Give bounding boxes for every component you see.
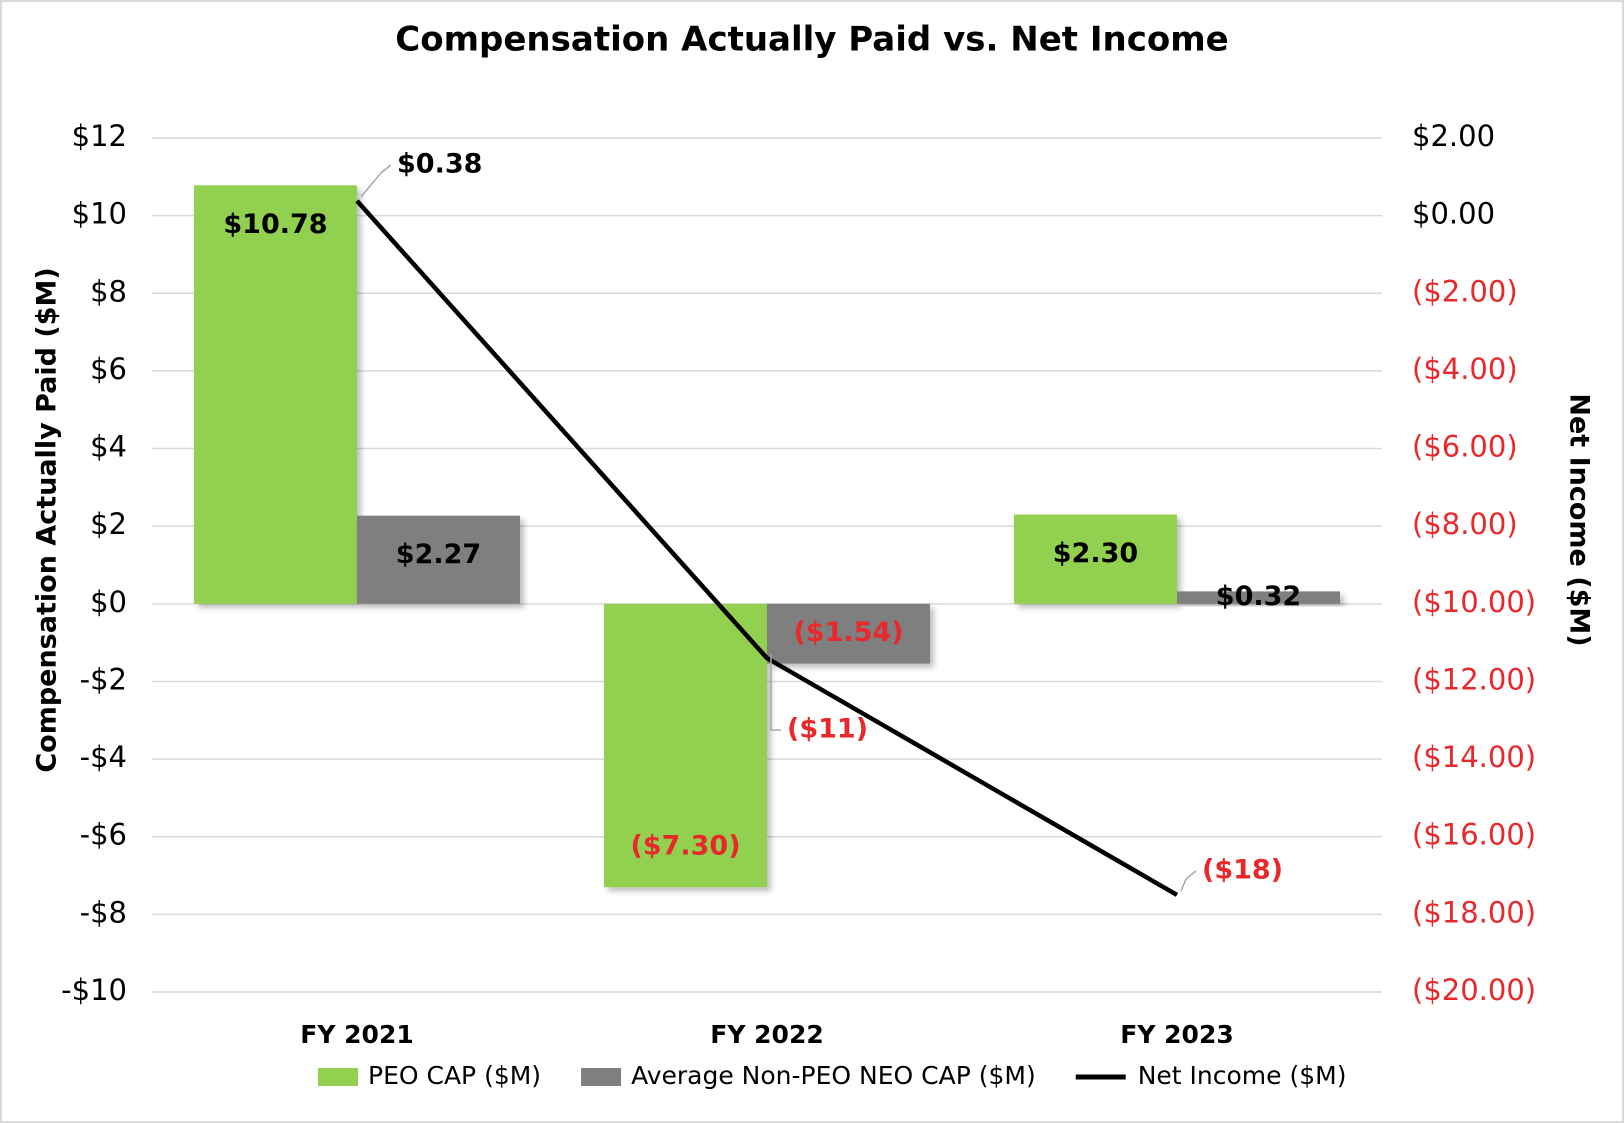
y2-tick-label: $0.00: [1412, 197, 1495, 231]
y2-tick-label: ($14.00): [1412, 740, 1536, 774]
x-tick-label: FY 2023: [1120, 1020, 1233, 1049]
y2-tick-label: ($6.00): [1412, 430, 1518, 464]
bar: [357, 515, 520, 604]
y-tick-label: $12: [72, 119, 127, 153]
y-tick-label: -$4: [80, 740, 127, 774]
legend-label: Net Income ($M): [1138, 1061, 1347, 1090]
y-tick-label: -$8: [80, 895, 127, 929]
y2-tick-label: ($18.00): [1412, 895, 1536, 929]
y2-tick-label: ($4.00): [1412, 352, 1518, 386]
legend-swatch: [581, 1068, 622, 1086]
y2-tick-label: $2.00: [1412, 119, 1495, 153]
legend-swatch: [318, 1068, 358, 1086]
data-label: ($18): [1202, 854, 1283, 885]
y2-tick-label: ($2.00): [1412, 274, 1518, 308]
data-label: ($1.54): [793, 617, 903, 648]
y-tick-label: $2: [90, 507, 127, 541]
leader-line: [360, 164, 392, 198]
y2-tick-label: ($20.00): [1412, 973, 1536, 1007]
data-label: ($11): [787, 714, 868, 745]
leader-line: [770, 654, 781, 731]
y-axis-label: Compensation Actually Paid ($M): [32, 267, 63, 772]
chart-title: Compensation Actually Paid vs. Net Incom…: [395, 20, 1228, 60]
y2-tick-label: ($10.00): [1412, 585, 1536, 619]
data-label: $10.78: [223, 209, 327, 240]
bar: [194, 185, 357, 604]
y2-tick-label: ($8.00): [1412, 507, 1518, 541]
y-tick-label: -$10: [61, 973, 127, 1007]
bar: [604, 603, 767, 888]
bar: [1177, 591, 1340, 604]
y-tick-label: $10: [72, 197, 127, 231]
line: [355, 199, 1179, 897]
x-tick-label: FY 2022: [710, 1020, 823, 1049]
y-tick-label: $8: [90, 274, 127, 308]
y-tick-label: -$6: [80, 818, 127, 852]
bar: [1014, 514, 1177, 604]
legend-label: PEO CAP ($M): [368, 1061, 541, 1090]
legend: PEO CAP ($M) Average Non-PEO NEO CAP ($M)…: [318, 1061, 1346, 1090]
y-tick-label: $4: [90, 430, 127, 464]
y2-axis-label: Net Income ($M): [1564, 393, 1595, 646]
leader-line: [1180, 870, 1197, 892]
data-label: ($7.30): [630, 831, 740, 862]
data-label: $2.30: [1053, 538, 1138, 569]
data-label: $2.27: [396, 539, 481, 570]
y2-tick-label: ($12.00): [1412, 662, 1536, 696]
y-tick-label: $6: [90, 352, 127, 386]
legend-label: Average Non-PEO NEO CAP ($M): [631, 1061, 1036, 1090]
data-label: $0.38: [397, 148, 482, 179]
y-tick-label: $0: [90, 585, 127, 619]
y-tick-label: -$2: [80, 662, 127, 696]
x-tick-label: FY 2021: [300, 1020, 413, 1049]
bar: [767, 603, 930, 664]
y2-tick-label: ($16.00): [1412, 818, 1536, 852]
data-label: $0.32: [1216, 581, 1301, 612]
